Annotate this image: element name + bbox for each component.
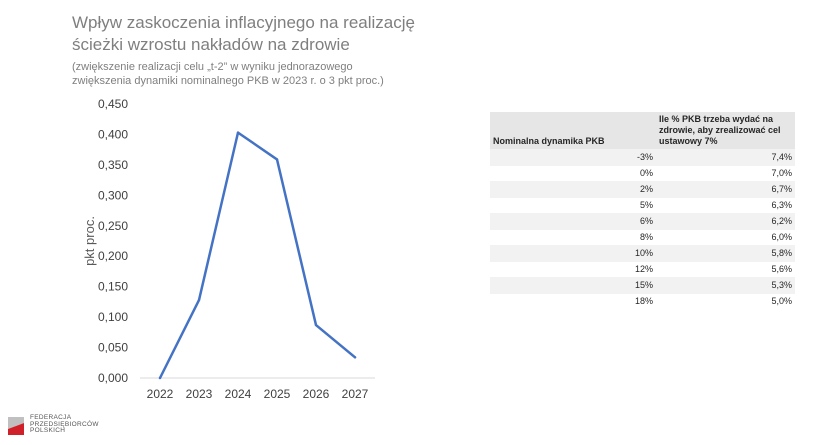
x-tick-label: 2025 — [264, 387, 291, 401]
x-tick-label: 2027 — [342, 387, 369, 401]
table-row: 15% 5,3% — [490, 277, 795, 294]
data-point — [236, 131, 240, 134]
series-line — [158, 131, 357, 380]
data-point — [353, 356, 357, 359]
y-tick-label: 0,050 — [98, 341, 128, 355]
spending-share-cell: 6,7% — [656, 181, 795, 198]
logo-line-2: PRZEDSIĘBIORCÓW — [30, 420, 99, 428]
spending-share-cell: 7,4% — [656, 149, 795, 166]
spending-share-cell: 6,0% — [656, 229, 795, 246]
gdp-growth-cell: 0% — [490, 165, 656, 182]
x-tick-label: 2024 — [225, 387, 252, 401]
spending-share-cell: 5,6% — [656, 261, 795, 278]
gdp-growth-cell: 8% — [490, 229, 656, 246]
gdp-growth-cell: 18% — [490, 293, 656, 309]
data-point — [275, 158, 279, 161]
y-tick-label: 0,350 — [98, 158, 128, 172]
x-tick-label: 2026 — [303, 387, 330, 401]
gdp-growth-cell: -3% — [490, 149, 656, 166]
table-row: 0% 7,0% — [490, 165, 795, 182]
data-point — [197, 298, 201, 302]
table-row: 8% 6,0% — [490, 229, 795, 246]
table-row: 12% 5,6% — [490, 261, 795, 278]
table-header-spending: Ile % PKB trzeba wydać na zdrowie, aby z… — [656, 112, 795, 150]
y-tick-label: 0,400 — [98, 127, 128, 141]
logo-line-1: FEDERACJA — [30, 414, 72, 421]
data-point — [158, 376, 162, 380]
y-tick-label: 0,000 — [98, 371, 128, 385]
y-tick-label: 0,200 — [98, 249, 128, 263]
x-tick-label: 2022 — [147, 387, 174, 401]
spending-share-cell: 5,3% — [656, 277, 795, 294]
y-tick-label: 0,450 — [98, 97, 128, 111]
table-row: 5% 6,3% — [490, 197, 795, 214]
table-row: 2% 6,7% — [490, 181, 795, 198]
logo-icon — [8, 417, 24, 435]
table-row: 6% 6,2% — [490, 213, 795, 230]
data-point — [314, 323, 318, 327]
table-row: 10% 5,8% — [490, 245, 795, 262]
gdp-growth-cell: 6% — [490, 213, 656, 230]
gdp-growth-cell: 2% — [490, 181, 656, 198]
gdp-growth-cell: 15% — [490, 277, 656, 294]
spending-share-cell: 5,0% — [656, 293, 795, 309]
y-axis-label: pkt proc. — [82, 216, 97, 266]
table-header-row: Nominalna dynamika PKB Ile % PKB trzeba … — [490, 112, 795, 150]
y-tick-label: 0,250 — [98, 219, 128, 233]
x-tick-label: 2023 — [186, 387, 213, 401]
chart-subtitle: (zwiększenie realizacji celu „t-2” w wyn… — [72, 61, 384, 87]
spending-share-cell: 6,3% — [656, 197, 795, 214]
gdp-growth-cell: 10% — [490, 245, 656, 262]
gdp-table: Nominalna dynamika PKB Ile % PKB trzeba … — [490, 112, 795, 309]
y-tick-label: 0,150 — [98, 280, 128, 294]
logo-line-3: POLSKICH — [30, 427, 66, 434]
spending-share-cell: 6,2% — [656, 213, 795, 230]
table-row: -3% 7,4% — [490, 149, 795, 166]
table-header-gdp: Nominalna dynamika PKB — [490, 112, 656, 150]
logo: FEDERACJA PRZEDSIĘBIORCÓW POLSKICH — [8, 414, 99, 437]
gdp-growth-cell: 5% — [490, 197, 656, 214]
line-chart: 0,000 0,050 0,100 0,150 0,200 0,250 0,300 0,350… — [82, 97, 375, 401]
chart-title: Wpływ zaskoczenia inflacyjnego na realiz… — [72, 13, 415, 54]
gdp-growth-cell: 12% — [490, 261, 656, 278]
spending-share-cell: 7,0% — [656, 165, 795, 182]
spending-share-cell: 5,8% — [656, 245, 795, 262]
y-tick-label: 0,300 — [98, 188, 128, 202]
y-tick-label: 0,100 — [98, 310, 128, 324]
table-row: 18% 5,0% — [490, 293, 795, 309]
